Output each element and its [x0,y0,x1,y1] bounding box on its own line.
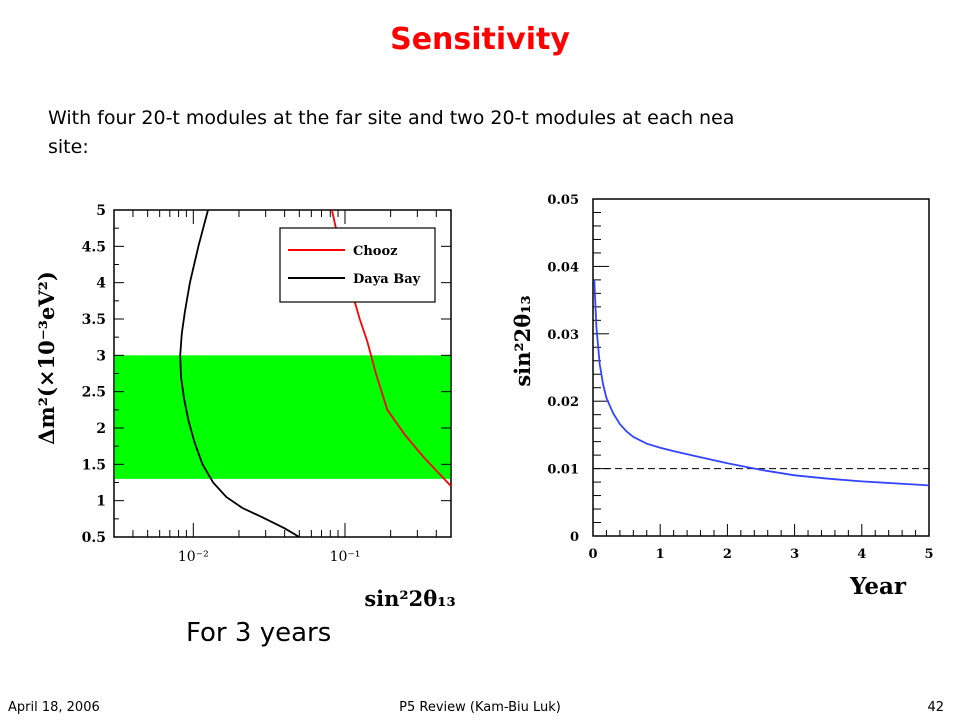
legend-label-daya-bay: Daya Bay [353,272,421,287]
plot-frame [592,198,930,537]
y-tick-label: 4 [96,276,106,292]
x-axis-label: Year [849,573,907,600]
exclusion-chart: 0.5 1 1.5 2 2.5 3 3.5 4 4.5 5 10⁻² 10⁻¹ Chooz Daya … [34,203,456,611]
x-tick-label: 2 [723,547,732,562]
x-tick-label: 0 [588,547,597,562]
sensitivity-curve [593,279,930,487]
legend-box [279,227,436,303]
y-tick-label: 0.04 [547,260,579,275]
y-tick-label: 0.02 [547,395,579,410]
x-tick-label: 10⁻¹ [330,549,361,565]
legend: Chooz Daya Bay [279,227,436,303]
intro-text: With four 20-t modules at the far site a… [48,104,960,162]
y-tick-label: 4.5 [82,239,106,255]
footer-date: April 18, 2006 [8,700,100,715]
x-tick-label: 1 [656,547,665,562]
x-tick-label: 3 [790,547,799,562]
x-tick-label: 10⁻² [178,549,209,565]
y-axis-label: Δm²(×10⁻³eV²) [34,271,59,445]
y-tick-label: 0 [570,530,579,545]
intro-line-2: site: [48,136,89,158]
y-tick-label: 0.03 [547,328,579,343]
slide-title: Sensitivity [390,22,570,57]
daya-bay-curve [179,209,300,538]
x-axis-label: sin²2θ₁₃ [364,586,455,611]
y-tick-label: 0.5 [82,530,106,546]
footer-presentation: P5 Review (Kam-Biu Luk) [399,700,561,715]
y-tick-label: 0.05 [547,193,579,208]
y-tick-label: 2.5 [82,385,106,401]
y-tick-label: 1 [96,494,106,510]
duration-note: For 3 years [186,618,332,648]
x-tick-label: 4 [857,547,866,562]
sensitivity-band [114,355,451,479]
y-tick-label: 3.5 [82,312,106,328]
y-tick-label: 5 [96,203,106,219]
sensitivity-vs-year-chart: 0 0.01 0.02 0.03 0.04 0.05 0 1 2 3 4 5 sin²2θ₁₃ Yea… [510,193,934,600]
y-tick-label: 3 [96,348,106,364]
intro-line-1: With four 20-t modules at the far site a… [48,107,735,129]
y-tick-label: 1.5 [82,457,106,473]
y-tick-label: 0.01 [547,463,579,478]
footer-page-number: 42 [927,700,944,715]
y-tick-label: 2 [96,421,106,437]
y-axis-label: sin²2θ₁₃ [510,295,535,386]
x-tick-label: 5 [924,547,933,562]
legend-label-chooz: Chooz [353,244,398,259]
